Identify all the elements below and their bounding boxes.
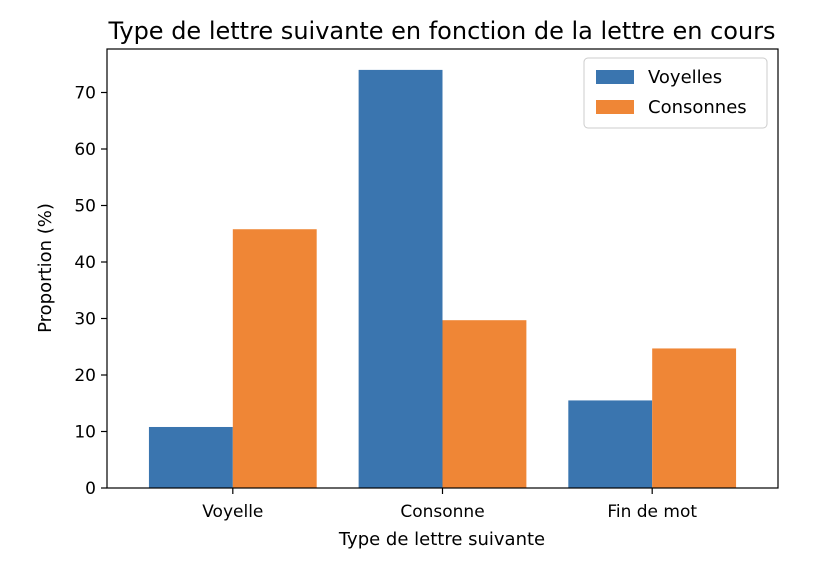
x-tick-label: Consonne — [400, 502, 484, 522]
x-axis: Voyelle Consonne Fin de mot — [202, 488, 697, 522]
y-axis: 0 10 20 30 40 50 60 70 — [74, 84, 107, 499]
bar-voyelles-voyelle — [148, 426, 233, 488]
y-tick-label: 60 — [74, 140, 96, 160]
bar-consonnes-fin-de-mot — [652, 348, 737, 488]
x-axis-label: Type de lettre suivante — [338, 529, 545, 550]
y-axis-label: Proportion (%) — [35, 203, 56, 333]
y-tick-label: 40 — [74, 253, 96, 273]
bar-consonnes-consonne — [442, 320, 527, 488]
y-tick-label: 0 — [85, 479, 96, 499]
legend-swatch — [596, 70, 634, 84]
x-tick-label: Voyelle — [202, 502, 263, 522]
bars-group — [148, 69, 737, 489]
y-tick-label: 20 — [74, 366, 96, 386]
x-tick-label: Fin de mot — [607, 502, 697, 522]
y-tick-label: 50 — [74, 197, 96, 217]
legend: Voyelles Consonnes — [583, 57, 768, 129]
legend-label: Consonnes — [648, 97, 747, 118]
legend-label: Voyelles — [648, 67, 722, 88]
bar-voyelles-consonne — [358, 69, 443, 489]
y-tick-label: 70 — [74, 84, 96, 104]
chart-title: Type de lettre suivante en fonction de l… — [107, 17, 775, 45]
bar-voyelles-fin-de-mot — [568, 400, 653, 488]
bar-consonnes-voyelle — [232, 229, 317, 489]
y-tick-label: 10 — [74, 423, 96, 443]
legend-swatch — [596, 100, 634, 114]
y-tick-label: 30 — [74, 310, 96, 330]
